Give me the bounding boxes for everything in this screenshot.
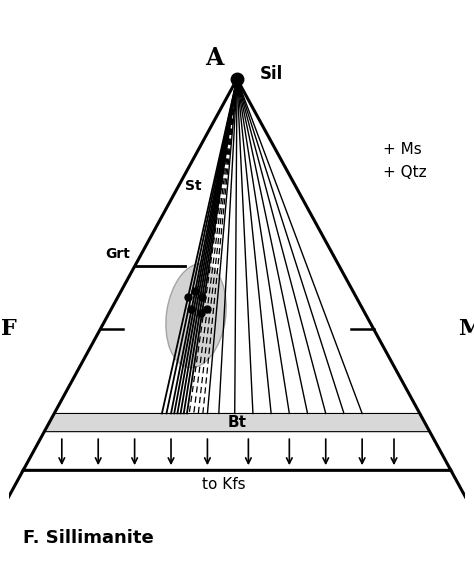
Text: M: M xyxy=(458,318,474,340)
Text: + Ms
+ Qtz: + Ms + Qtz xyxy=(383,142,426,180)
Text: Grt: Grt xyxy=(106,247,130,261)
Text: St: St xyxy=(185,179,201,193)
Text: to Kfs: to Kfs xyxy=(201,477,245,492)
Text: Bt: Bt xyxy=(228,415,246,430)
Polygon shape xyxy=(44,413,430,432)
Text: A: A xyxy=(205,46,223,70)
Text: F: F xyxy=(0,318,16,340)
Ellipse shape xyxy=(166,263,226,368)
Text: Sil: Sil xyxy=(260,65,283,83)
Text: F. Sillimanite: F. Sillimanite xyxy=(23,529,154,547)
